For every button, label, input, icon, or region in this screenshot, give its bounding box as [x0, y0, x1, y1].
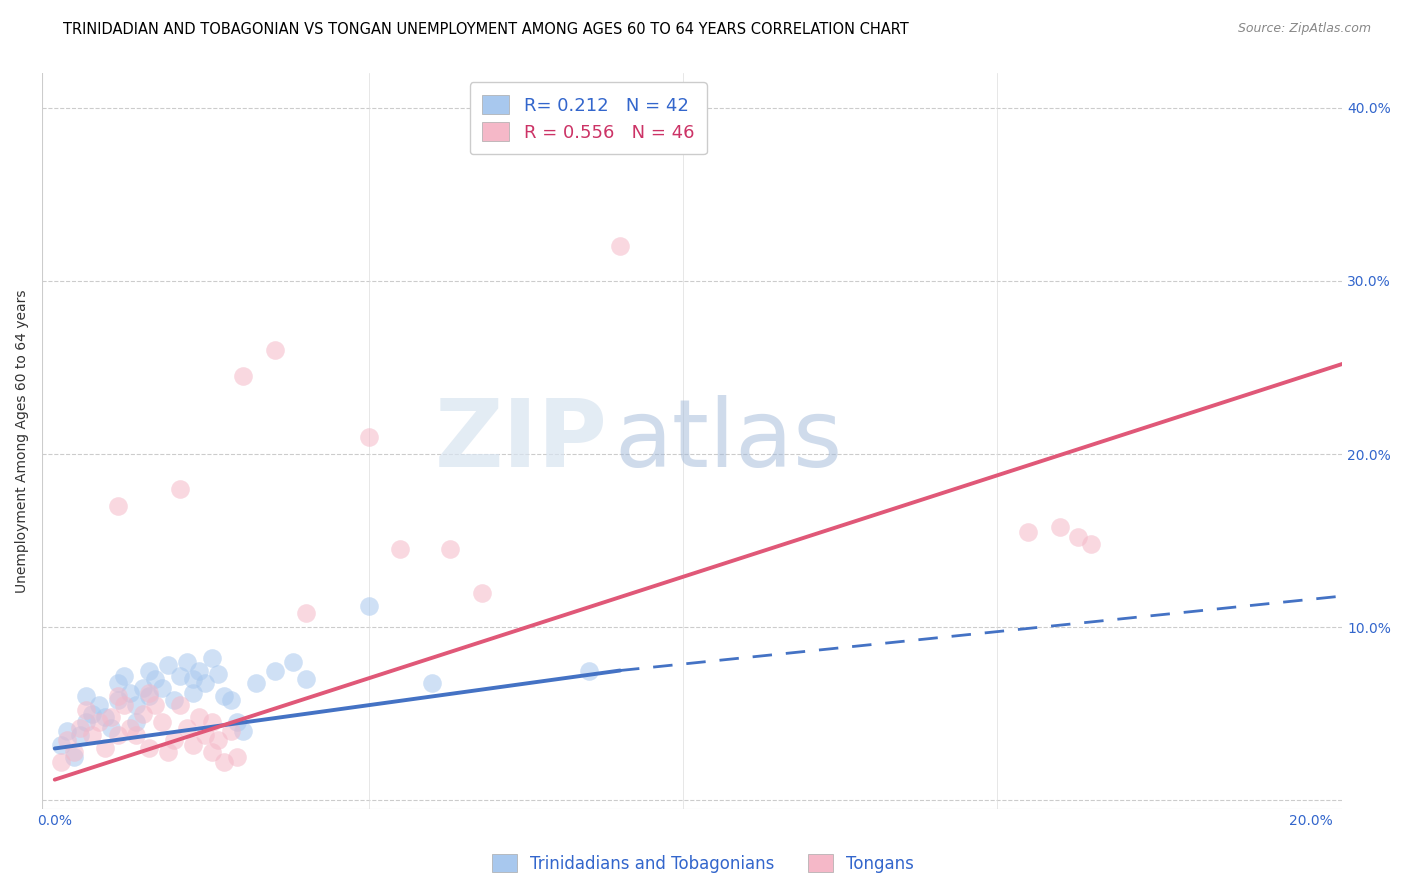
Point — [131, 681, 153, 695]
Point — [94, 710, 117, 724]
Point — [62, 750, 84, 764]
Point — [49, 756, 72, 770]
Point — [295, 607, 318, 621]
Point — [107, 690, 129, 704]
Point — [207, 732, 229, 747]
Point — [201, 651, 224, 665]
Point — [69, 728, 91, 742]
Point — [143, 698, 166, 713]
Point — [75, 690, 97, 704]
Point — [420, 675, 443, 690]
Point — [1080, 537, 1102, 551]
Point — [100, 721, 122, 735]
Point — [75, 703, 97, 717]
Point — [1067, 530, 1090, 544]
Point — [263, 664, 285, 678]
Point — [169, 698, 191, 713]
Point — [201, 715, 224, 730]
Point — [138, 741, 160, 756]
Point — [225, 715, 247, 730]
Y-axis label: Unemployment Among Ages 60 to 64 years: Unemployment Among Ages 60 to 64 years — [15, 289, 30, 593]
Point — [283, 655, 305, 669]
Point — [232, 724, 254, 739]
Point — [181, 686, 204, 700]
Point — [163, 732, 186, 747]
Point — [138, 690, 160, 704]
Legend: R= 0.212   N = 42, R = 0.556   N = 46: R= 0.212 N = 42, R = 0.556 N = 46 — [470, 82, 707, 154]
Point — [1017, 524, 1039, 539]
Text: Source: ZipAtlas.com: Source: ZipAtlas.com — [1237, 22, 1371, 36]
Point — [609, 239, 631, 253]
Point — [125, 728, 148, 742]
Point — [471, 585, 494, 599]
Point — [125, 698, 148, 713]
Point — [1049, 520, 1071, 534]
Point — [112, 669, 135, 683]
Point — [138, 686, 160, 700]
Point — [125, 715, 148, 730]
Point — [439, 542, 461, 557]
Point — [62, 745, 84, 759]
Point — [169, 669, 191, 683]
Point — [94, 741, 117, 756]
Point — [120, 686, 142, 700]
Point — [163, 693, 186, 707]
Point — [112, 698, 135, 713]
Point — [176, 721, 198, 735]
Point — [49, 738, 72, 752]
Point — [82, 728, 104, 742]
Point — [107, 693, 129, 707]
Text: atlas: atlas — [614, 395, 842, 487]
Point — [357, 599, 380, 614]
Point — [578, 664, 600, 678]
Point — [156, 658, 179, 673]
Point — [87, 698, 110, 713]
Point — [188, 664, 211, 678]
Point — [150, 681, 173, 695]
Point — [100, 710, 122, 724]
Point — [150, 715, 173, 730]
Text: ZIP: ZIP — [434, 395, 607, 487]
Point — [138, 664, 160, 678]
Point — [219, 724, 242, 739]
Point — [143, 672, 166, 686]
Point — [232, 369, 254, 384]
Point — [181, 738, 204, 752]
Point — [201, 745, 224, 759]
Point — [56, 724, 79, 739]
Point — [194, 675, 217, 690]
Legend: Trinidadians and Tobagonians, Tongans: Trinidadians and Tobagonians, Tongans — [485, 847, 921, 880]
Point — [389, 542, 412, 557]
Point — [120, 721, 142, 735]
Point — [56, 732, 79, 747]
Point — [75, 715, 97, 730]
Point — [295, 672, 318, 686]
Point — [357, 430, 380, 444]
Point — [245, 675, 267, 690]
Point — [107, 499, 129, 513]
Point — [107, 675, 129, 690]
Point — [263, 343, 285, 357]
Point — [87, 715, 110, 730]
Point — [131, 706, 153, 721]
Point — [214, 690, 236, 704]
Text: TRINIDADIAN AND TOBAGONIAN VS TONGAN UNEMPLOYMENT AMONG AGES 60 TO 64 YEARS CORR: TRINIDADIAN AND TOBAGONIAN VS TONGAN UNE… — [63, 22, 910, 37]
Point — [214, 756, 236, 770]
Point — [225, 750, 247, 764]
Point — [69, 721, 91, 735]
Point — [107, 728, 129, 742]
Point — [82, 706, 104, 721]
Point — [219, 693, 242, 707]
Point — [176, 655, 198, 669]
Point — [156, 745, 179, 759]
Point — [207, 667, 229, 681]
Point — [188, 710, 211, 724]
Point — [194, 728, 217, 742]
Point — [181, 672, 204, 686]
Point — [169, 482, 191, 496]
